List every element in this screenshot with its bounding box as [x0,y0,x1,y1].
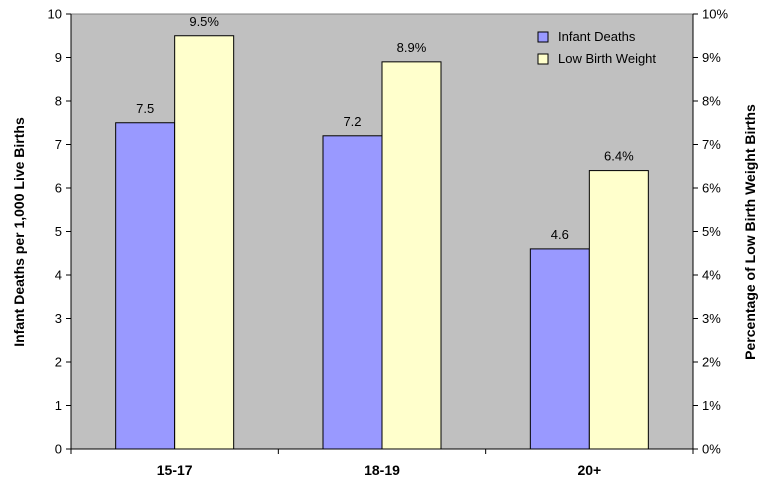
y-tick-label: 0 [55,442,62,457]
y-tick-label: 4 [55,268,62,283]
data-label-infant-deaths-15-17: 7.5 [136,101,154,116]
y-tick-label: 2 [55,355,62,370]
y2-tick-label: 5% [702,224,721,239]
y-tick-label: 8 [55,94,62,109]
x-tick-label-18-19: 18-19 [364,462,400,478]
y-tick-label: 7 [55,137,62,152]
bar-infant-deaths-18-19 [322,135,383,450]
y2-tick-label: 1% [702,398,721,413]
y2-tick-label: 10% [702,7,728,22]
legend-swatch-infant-deaths [537,31,549,43]
bar-infant-deaths-20- [529,248,590,450]
x-tick-label-15-17: 15-17 [157,462,193,478]
y-tick-label: 5 [55,224,62,239]
y2-tick-label: 0% [702,442,721,457]
y2-tick-label: 7% [702,137,721,152]
data-label-low-birth-weight-18-19: 8.9% [397,40,427,55]
legend: Infant Deaths Low Birth Weight [537,29,656,66]
y2-tick-label: 2% [702,355,721,370]
y2-tick-label: 6% [702,181,721,196]
y-tick-label: 1 [55,398,62,413]
data-label-infant-deaths-20-: 4.6 [551,227,569,242]
bar-low-birth-weight-20- [588,170,649,450]
y-tick-label: 9 [55,50,62,65]
legend-swatch-low-birth-weight [537,53,549,65]
data-label-low-birth-weight-20-: 6.4% [604,149,634,164]
bar-low-birth-weight-15-17 [174,35,235,450]
bar-infant-deaths-15-17 [115,122,176,450]
y2-tick-label: 8% [702,94,721,109]
legend-label-low-birth-weight: Low Birth Weight [558,51,656,66]
y-tick-label: 6 [55,181,62,196]
y2-axis-title: Percentage of Low Birth Weight Births [742,104,758,360]
y2-tick-label: 3% [702,311,721,326]
bar-low-birth-weight-18-19 [381,61,442,450]
y2-tick-label: 4% [702,268,721,283]
data-label-infant-deaths-18-19: 7.2 [343,114,361,129]
data-label-low-birth-weight-15-17: 9.5% [189,14,219,29]
legend-label-infant-deaths: Infant Deaths [558,29,636,44]
y-tick-label: 3 [55,311,62,326]
y-axis-title: Infant Deaths per 1,000 Live Births [11,117,27,347]
y2-tick-label: 9% [702,50,721,65]
x-tick-label-20-: 20+ [577,462,601,478]
y-tick-label: 10 [48,7,62,22]
